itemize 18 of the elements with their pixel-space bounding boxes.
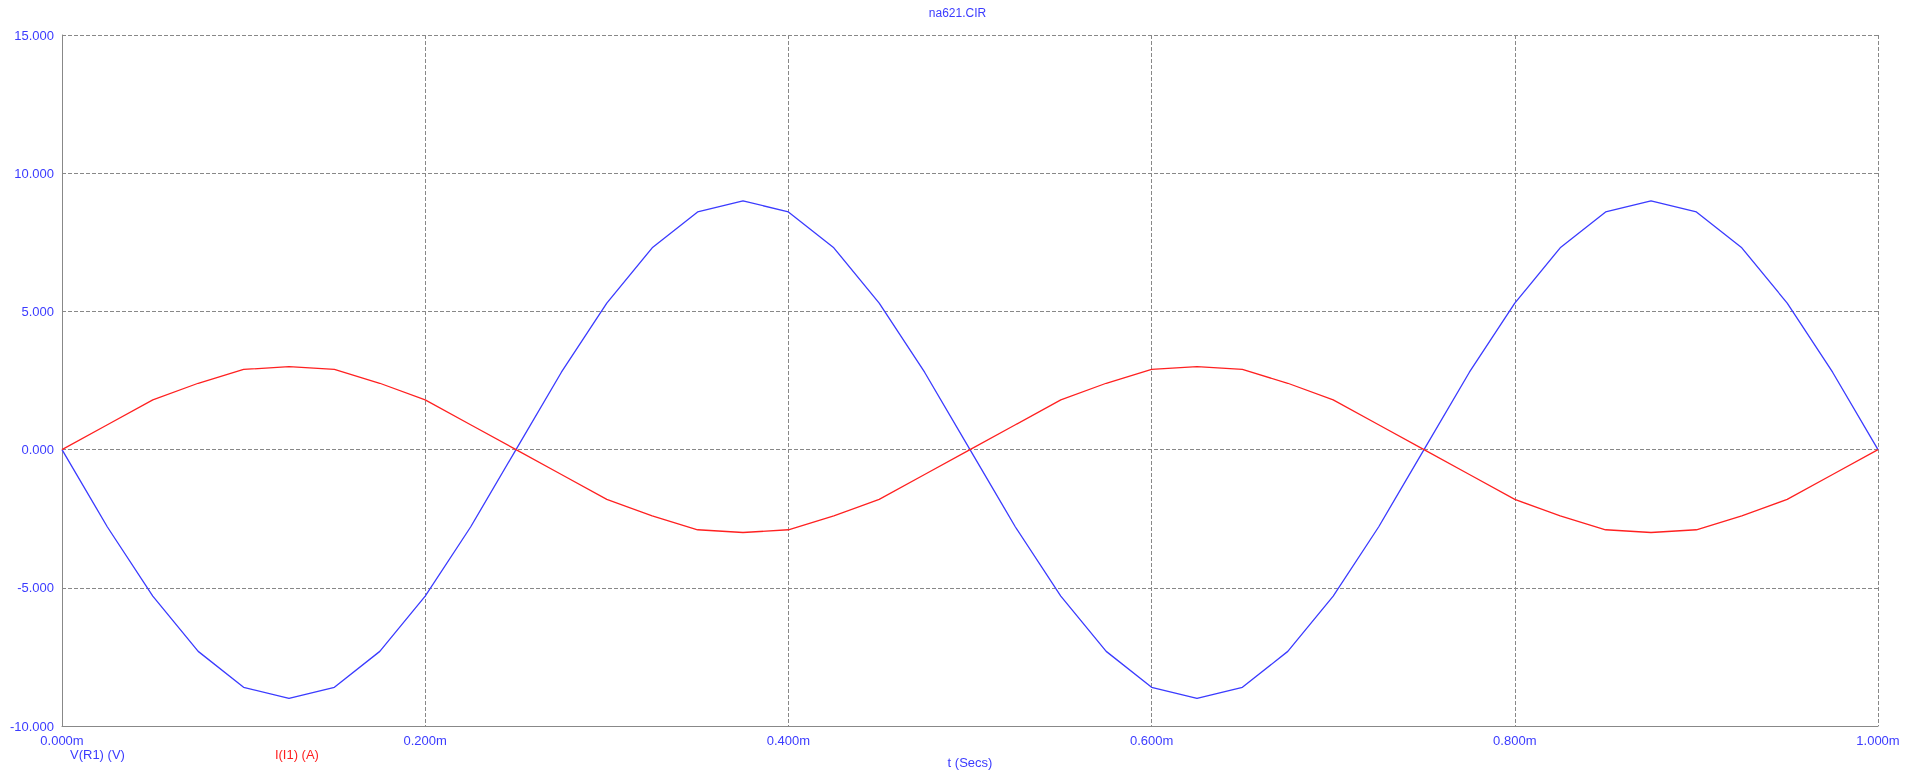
y-tick-label: 10.000 — [14, 165, 54, 181]
y-tick-label: 0.000 — [21, 442, 54, 458]
x-tick-label: 0.000m — [40, 733, 84, 748]
text: V(R1) (V) — [70, 746, 125, 762]
y-tick-label: 5.000 — [21, 303, 54, 319]
y-tick-label: -10.000 — [9, 718, 54, 734]
y-tick-label: -5.000 — [17, 580, 54, 596]
x-tick-label: 1.000m — [1856, 733, 1900, 748]
x-tick-label: 0.800m — [1493, 733, 1537, 748]
y-tick-label: 15.000 — [14, 27, 54, 43]
line-series — [61, 200, 1879, 700]
chart-subtitle: na621.CIR — [928, 6, 987, 20]
x-axis-title: t (Secs) — [947, 755, 993, 770]
x-tick-label: 0.200m — [403, 733, 447, 748]
x-tick-label: 0.400m — [766, 733, 811, 748]
text: I(I1) (A) — [274, 746, 319, 762]
x-tick-label: 0.600m — [1129, 733, 1174, 748]
line-series — [61, 366, 1879, 534]
